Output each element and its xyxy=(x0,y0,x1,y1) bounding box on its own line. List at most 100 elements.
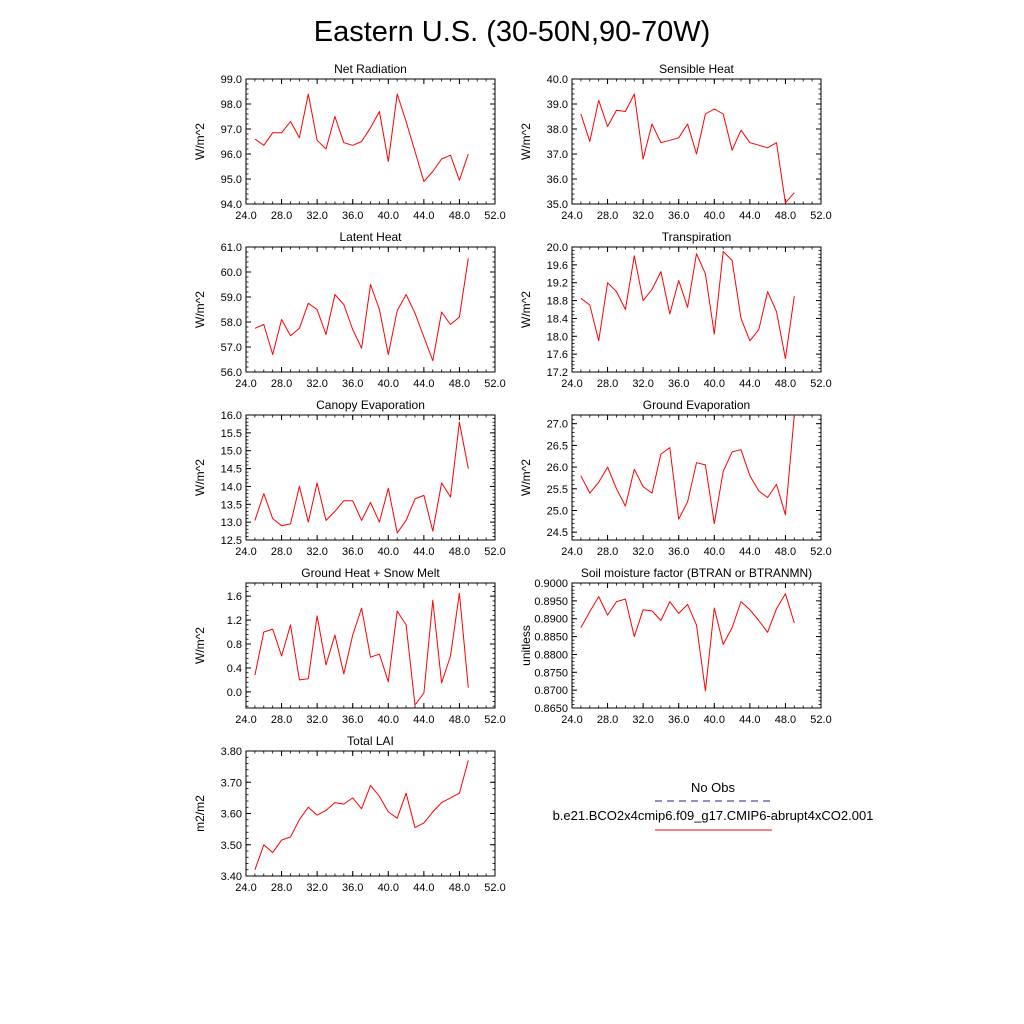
series-line xyxy=(254,760,469,870)
x-tick-label: 40.0 xyxy=(378,378,399,390)
x-tick-label: 36.0 xyxy=(668,378,689,390)
plot-frame xyxy=(245,246,496,373)
x-tick-label: 48.0 xyxy=(449,210,470,222)
x-tick-label: 48.0 xyxy=(449,378,470,390)
y-tick-label: 17.6 xyxy=(547,349,568,361)
plot-frame xyxy=(571,246,822,373)
panel-title: Latent Heat xyxy=(339,230,402,244)
x-tick-label: 52.0 xyxy=(810,210,831,222)
y-tick-label: 26.0 xyxy=(547,462,568,474)
y-tick-label: 0.8 xyxy=(227,639,242,651)
x-tick-label: 36.0 xyxy=(668,714,689,726)
y-tick-label: 3.80 xyxy=(221,746,242,758)
plot-frame xyxy=(245,750,496,877)
x-tick-label: 48.0 xyxy=(449,546,470,558)
x-tick-label: 48.0 xyxy=(449,714,470,726)
y-axis-label: W/m^2 xyxy=(193,627,207,664)
y-tick-label: 0.8850 xyxy=(534,632,568,644)
x-tick-label: 44.0 xyxy=(739,378,760,390)
y-axis-label: W/m^2 xyxy=(193,123,207,160)
y-tick-label: 20.0 xyxy=(547,242,568,254)
y-tick-label: 12.5 xyxy=(221,535,242,547)
y-axis-label: W/m^2 xyxy=(519,459,533,496)
y-tick-label: 27.0 xyxy=(547,419,568,431)
y-tick-label: 1.6 xyxy=(227,591,242,603)
x-tick-label: 24.0 xyxy=(561,714,582,726)
y-tick-label: 3.50 xyxy=(221,840,242,852)
x-tick-label: 44.0 xyxy=(413,882,434,894)
x-tick-label: 40.0 xyxy=(704,546,725,558)
x-tick-label: 28.0 xyxy=(597,210,618,222)
y-tick-label: 58.0 xyxy=(221,317,242,329)
panels: Net Radiation 24.0 28.0 32.0 36.0 40.0 44.0 48.… xyxy=(193,62,832,894)
panel-transpiration: Transpiration 24.0 28.0 32.0 36.0 40.0 44.0 48.… xyxy=(519,230,832,390)
plot-frame xyxy=(245,78,496,205)
y-tick-label: 0.8650 xyxy=(534,703,568,715)
panel-soil-moisture-factor-btran-or-btranmn: Soil moisture factor (BTRAN or BTRANMN) 2… xyxy=(519,566,832,726)
x-tick-label: 28.0 xyxy=(271,546,292,558)
y-tick-label: 61.0 xyxy=(221,242,242,254)
x-tick-label: 40.0 xyxy=(378,882,399,894)
x-tick-label: 52.0 xyxy=(484,546,505,558)
x-tick-label: 44.0 xyxy=(413,210,434,222)
x-tick-label: 24.0 xyxy=(235,378,256,390)
y-tick-label: 18.8 xyxy=(547,296,568,308)
y-axis-label: W/m^2 xyxy=(519,123,533,160)
plot-frame xyxy=(571,78,822,205)
series-line xyxy=(580,251,795,360)
x-tick-label: 48.0 xyxy=(775,378,796,390)
panel-canopy-evaporation: Canopy Evaporation 24.0 28.0 32.0 36.0 40.0 44… xyxy=(193,398,506,558)
x-tick-label: 24.0 xyxy=(561,378,582,390)
x-tick-label: 40.0 xyxy=(378,714,399,726)
y-tick-label: 59.0 xyxy=(221,292,242,304)
y-tick-label: 99.0 xyxy=(221,74,242,86)
x-tick-label: 28.0 xyxy=(597,714,618,726)
series-line xyxy=(580,593,795,692)
x-tick-label: 32.0 xyxy=(306,882,327,894)
y-tick-label: 0.0 xyxy=(227,687,242,699)
x-tick-label: 24.0 xyxy=(235,882,256,894)
x-tick-label: 36.0 xyxy=(668,546,689,558)
y-tick-label: 17.2 xyxy=(547,367,568,379)
x-tick-label: 28.0 xyxy=(271,210,292,222)
y-tick-label: 25.0 xyxy=(547,505,568,517)
y-tick-label: 15.0 xyxy=(221,446,242,458)
panel-title: Sensible Heat xyxy=(659,62,734,76)
x-tick-label: 32.0 xyxy=(306,714,327,726)
y-axis-label: m2/m2 xyxy=(193,795,207,832)
y-tick-label: 36.0 xyxy=(547,174,568,186)
panel-title: Soil moisture factor (BTRAN or BTRANMN) xyxy=(581,566,812,580)
x-tick-label: 52.0 xyxy=(484,882,505,894)
series-line xyxy=(254,258,469,362)
y-tick-label: 0.8800 xyxy=(534,649,568,661)
series-line xyxy=(254,421,469,534)
y-tick-label: 40.0 xyxy=(547,74,568,86)
y-tick-label: 19.2 xyxy=(547,278,568,290)
x-tick-label: 36.0 xyxy=(342,882,363,894)
y-tick-label: 56.0 xyxy=(221,367,242,379)
y-tick-label: 1.2 xyxy=(227,615,242,627)
x-tick-label: 32.0 xyxy=(306,546,327,558)
x-tick-label: 40.0 xyxy=(704,210,725,222)
x-tick-label: 36.0 xyxy=(342,378,363,390)
panel-ground-evaporation: Ground Evaporation 24.0 28.0 32.0 36.0 40.0 44… xyxy=(519,398,832,558)
y-tick-label: 0.9000 xyxy=(534,578,568,590)
y-tick-label: 57.0 xyxy=(221,342,242,354)
y-tick-label: 0.8750 xyxy=(534,667,568,679)
panel-title: Net Radiation xyxy=(334,62,407,76)
y-tick-label: 18.0 xyxy=(547,331,568,343)
series-line xyxy=(254,592,469,706)
y-axis-label: W/m^2 xyxy=(519,291,533,328)
y-tick-label: 95.0 xyxy=(221,174,242,186)
y-tick-label: 35.0 xyxy=(547,199,568,211)
panel-title: Ground Evaporation xyxy=(643,398,750,412)
y-tick-label: 97.0 xyxy=(221,124,242,136)
y-tick-label: 24.5 xyxy=(547,527,568,539)
y-tick-label: 39.0 xyxy=(547,99,568,111)
y-tick-label: 14.0 xyxy=(221,481,242,493)
y-tick-label: 94.0 xyxy=(221,199,242,211)
y-tick-label: 60.0 xyxy=(221,267,242,279)
y-tick-label: 19.6 xyxy=(547,260,568,272)
y-tick-label: 14.5 xyxy=(221,464,242,476)
